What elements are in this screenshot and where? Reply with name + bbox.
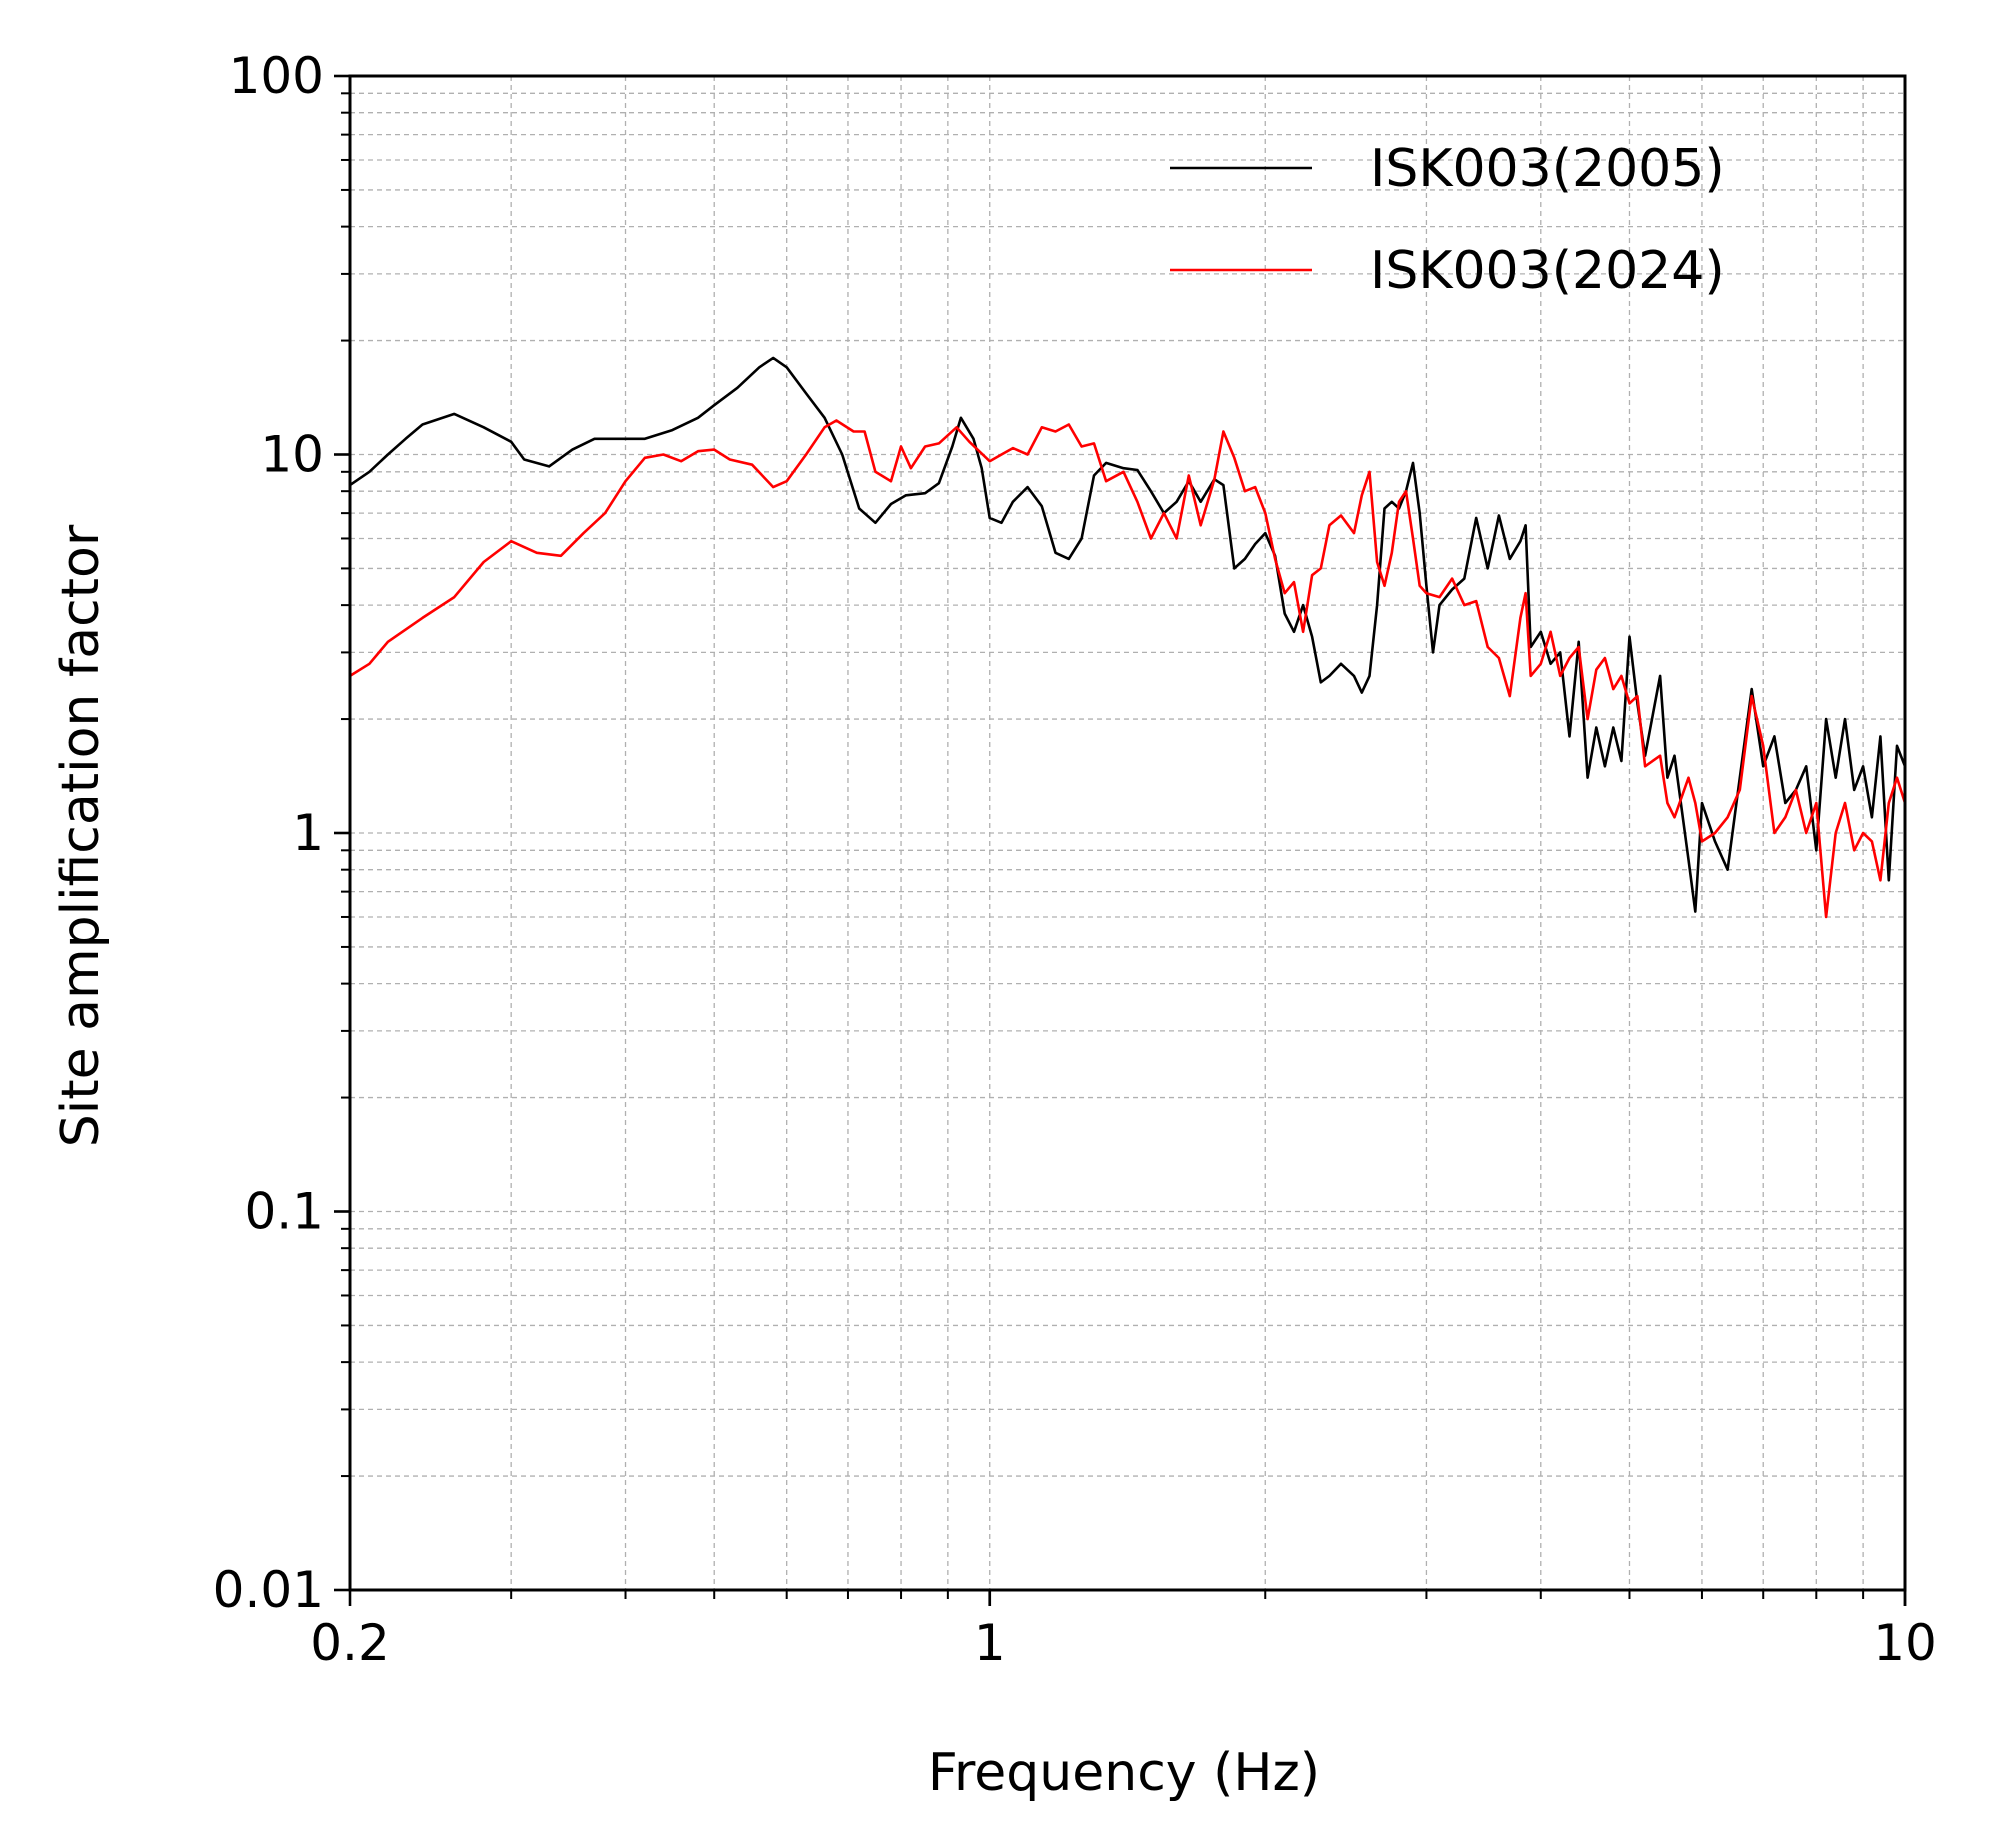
x-tick-label: 1 xyxy=(974,1614,1006,1672)
legend-label-2: ISK003(2024) xyxy=(1370,241,1725,301)
legend: ISK003(2005) ISK003(2024) xyxy=(1170,139,1725,301)
plot-series xyxy=(349,356,1907,919)
y-tick-label: 0.01 xyxy=(213,1561,324,1619)
x-tick-label: 0.2 xyxy=(310,1614,390,1672)
x-axis-title: Frequency (Hz) xyxy=(928,1743,1320,1803)
grid xyxy=(349,75,1906,1591)
y-tick-label: 1 xyxy=(292,804,324,862)
legend-label-1: ISK003(2005) xyxy=(1370,139,1725,199)
series-line-1 xyxy=(349,356,1907,913)
x-tick-label: 10 xyxy=(1873,1614,1937,1672)
y-tick-label: 100 xyxy=(229,47,324,105)
axes: 0.2 1 10 0.01 0.1 1 10 100 xyxy=(213,47,1937,1672)
y-tick-label: 10 xyxy=(260,426,324,484)
y-axis-title: Site amplification factor xyxy=(51,524,111,1147)
series-line-2 xyxy=(349,419,1907,919)
y-tick-label: 0.1 xyxy=(244,1183,324,1241)
